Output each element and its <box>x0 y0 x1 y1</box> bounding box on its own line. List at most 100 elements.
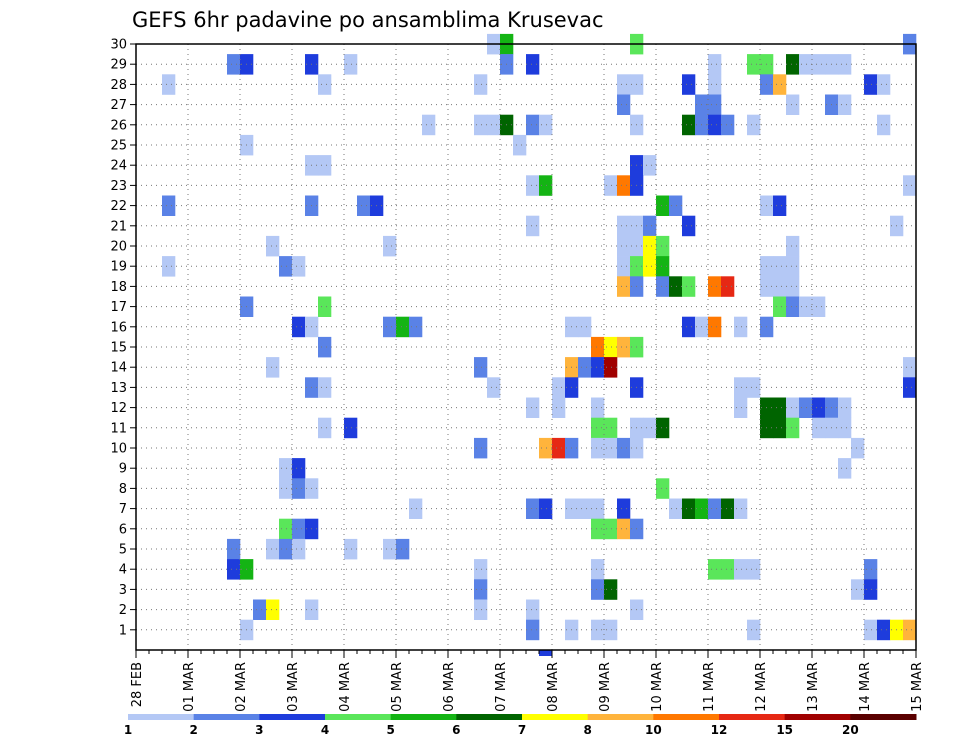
heatmap-cell <box>812 54 826 75</box>
heatmap-cell <box>773 276 787 297</box>
heatmap-cell <box>422 114 436 136</box>
heatmap-cell <box>864 619 878 641</box>
y-tick-label: 26 <box>110 118 127 133</box>
heatmap-cell <box>617 336 631 358</box>
heatmap-cell <box>786 296 800 317</box>
heatmap-cell <box>682 498 696 519</box>
y-tick-label: 8 <box>119 482 127 497</box>
heatmap-cell <box>786 417 800 439</box>
y-tick-label: 6 <box>119 522 127 537</box>
heatmap-cell <box>786 256 800 277</box>
x-tick-label: 09 MAR <box>598 662 613 712</box>
heatmap-cell <box>799 54 813 75</box>
heatmap-cell <box>669 498 683 519</box>
heatmap-cell <box>487 114 501 136</box>
heatmap-cell <box>318 296 332 317</box>
heatmap-cell <box>318 417 332 439</box>
heatmap-cell <box>526 175 540 196</box>
heatmap-cell <box>903 377 917 398</box>
colorbar-segment <box>390 714 457 720</box>
heatmap-cell <box>318 155 332 176</box>
heatmap-cell <box>357 195 371 216</box>
heatmap-cell <box>877 619 891 641</box>
colorbar-label: 3 <box>255 723 263 737</box>
colorbar-label: 15 <box>776 723 793 737</box>
x-tick-label: 01 MAR <box>182 662 197 712</box>
heatmap-cell <box>708 54 722 75</box>
y-tick-label: 5 <box>119 543 127 558</box>
colorbar-segment <box>193 714 260 720</box>
y-tick-label: 28 <box>110 78 127 93</box>
heatmap-cell <box>539 175 553 196</box>
heatmap-cell <box>604 518 618 540</box>
y-tick-label: 20 <box>110 240 127 255</box>
heatmap-cell <box>513 134 527 156</box>
colorbar-segment <box>522 714 589 720</box>
x-axis-ticks: 28 FEB 01 MAR 02 MAR 03 MAR 04 MAR 05 MAR 06 M… <box>130 650 925 712</box>
heatmap-cell <box>747 114 761 136</box>
y-tick-label: 12 <box>110 401 127 416</box>
heatmap-cell <box>396 316 410 338</box>
y-tick-label: 22 <box>110 199 127 214</box>
x-tick-label: 03 MAR <box>286 662 301 712</box>
heatmap-cell <box>474 114 488 136</box>
x-tick-label: 11 MAR <box>702 662 717 712</box>
heatmap-cell <box>474 599 488 620</box>
heatmap-cell <box>266 538 280 560</box>
heatmap-cell <box>526 619 540 641</box>
y-tick-label: 27 <box>110 98 127 113</box>
heatmap-cell <box>526 397 540 418</box>
heatmap-cell <box>708 316 722 338</box>
heatmap-cell <box>903 175 917 196</box>
colorbar-label: 1 <box>124 723 132 737</box>
y-tick-label: 10 <box>110 442 127 457</box>
y-tick-label: 21 <box>110 219 127 234</box>
heatmap-cell <box>617 498 631 519</box>
heatmap-cell <box>838 94 852 115</box>
heatmap-cell <box>318 74 332 95</box>
heatmap-cell <box>669 276 683 297</box>
colorbar-label: 7 <box>518 723 526 737</box>
heatmap-cells <box>162 33 917 656</box>
heatmap-cell <box>682 114 696 136</box>
heatmap-cell <box>656 276 670 297</box>
heatmap-cell <box>383 235 397 257</box>
heatmap-cell <box>643 417 657 439</box>
heatmap-cell <box>812 296 826 317</box>
heatmap-cell <box>877 114 891 136</box>
heatmap-cell <box>643 155 657 176</box>
colorbar-label: 4 <box>321 723 329 737</box>
y-tick-label: 17 <box>110 300 127 315</box>
heatmap-cell <box>591 357 605 378</box>
y-tick-label: 29 <box>110 58 127 73</box>
y-tick-label: 18 <box>110 280 127 295</box>
y-tick-label: 14 <box>110 361 127 376</box>
y-tick-label: 7 <box>119 502 127 517</box>
heatmap-cell <box>279 518 293 540</box>
heatmap-cell <box>552 377 566 398</box>
heatmap-cell <box>734 498 748 519</box>
heatmap-cell <box>578 498 592 519</box>
x-tick-label: 15 MAR <box>910 662 925 712</box>
colorbar-label: 8 <box>583 723 591 737</box>
heatmap-cell <box>838 458 852 479</box>
heatmap-cell <box>786 235 800 257</box>
y-tick-label: 1 <box>119 623 127 638</box>
colorbar: 1 2 3 4 5 6 7 8 10 12 15 20 <box>124 714 917 737</box>
y-axis-ticks: 1234567891011121314151617181920212223242… <box>110 38 136 638</box>
heatmap-cell <box>162 256 176 277</box>
heatmap-cell <box>617 175 631 196</box>
grid-lines <box>135 43 917 650</box>
colorbar-label: 2 <box>189 723 197 737</box>
x-tick-label: 14 MAR <box>858 662 873 712</box>
heatmap-cell <box>526 54 540 75</box>
heatmap-cell <box>227 54 241 75</box>
heatmap-cell <box>812 397 826 418</box>
heatmap-cell <box>643 215 657 237</box>
heatmap-cell <box>773 296 787 317</box>
heatmap-cell <box>721 114 735 136</box>
heatmap-cell <box>604 579 618 600</box>
heatmap-cell <box>604 336 618 358</box>
x-tick-label: 04 MAR <box>338 662 353 712</box>
heatmap-cell <box>474 437 488 459</box>
